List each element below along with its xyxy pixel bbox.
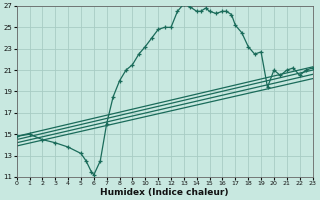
X-axis label: Humidex (Indice chaleur): Humidex (Indice chaleur) [100,188,229,197]
